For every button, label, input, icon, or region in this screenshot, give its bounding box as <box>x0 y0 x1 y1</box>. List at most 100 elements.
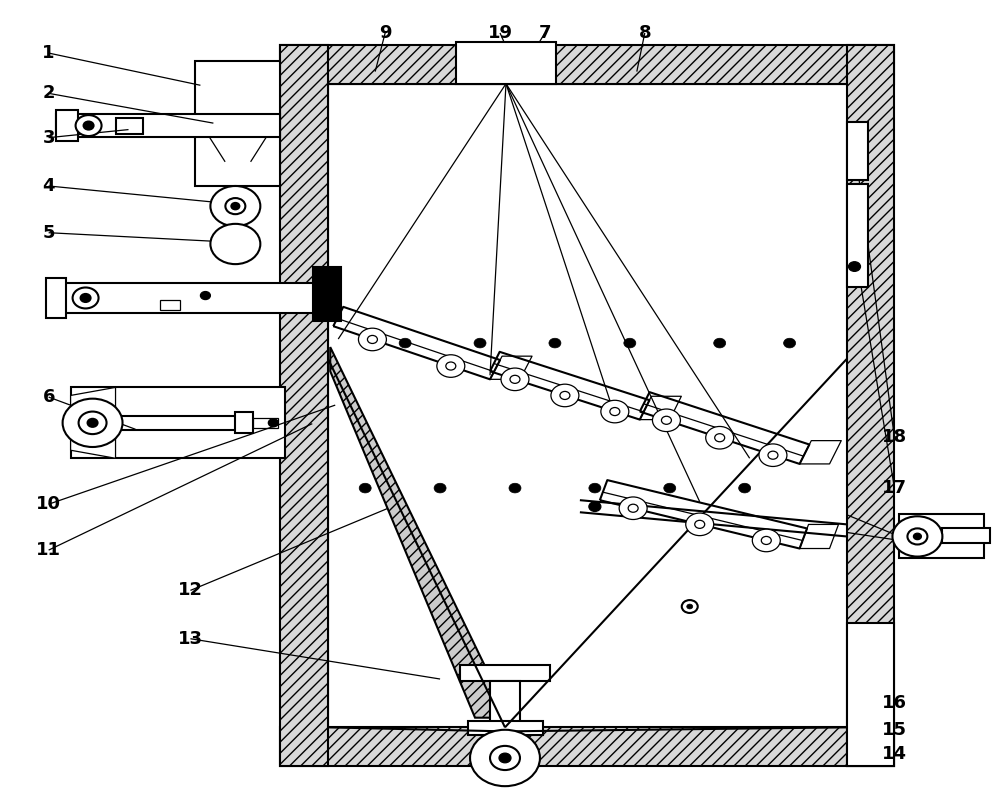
Bar <box>56 111 78 141</box>
Bar <box>71 387 285 458</box>
Bar <box>468 721 543 735</box>
Bar <box>847 623 894 766</box>
Text: 19: 19 <box>488 24 512 42</box>
Bar <box>116 118 143 134</box>
Bar <box>847 122 868 179</box>
Text: 12: 12 <box>178 581 203 600</box>
Bar <box>460 665 550 681</box>
Text: 9: 9 <box>379 24 391 42</box>
Circle shape <box>231 203 239 209</box>
Circle shape <box>359 483 371 493</box>
Polygon shape <box>330 347 510 717</box>
Bar <box>490 681 520 730</box>
Circle shape <box>849 261 860 271</box>
Circle shape <box>437 355 465 378</box>
Circle shape <box>695 521 705 529</box>
Circle shape <box>706 426 734 449</box>
Bar <box>56 282 328 313</box>
Circle shape <box>714 338 726 348</box>
Text: 3: 3 <box>42 128 55 147</box>
Circle shape <box>752 529 780 552</box>
Bar <box>899 514 984 558</box>
Bar <box>328 84 847 727</box>
Circle shape <box>358 328 386 351</box>
Circle shape <box>907 529 927 545</box>
Circle shape <box>601 400 629 423</box>
Circle shape <box>892 516 942 557</box>
Text: 11: 11 <box>36 541 61 559</box>
Text: 14: 14 <box>882 745 907 763</box>
Bar <box>942 529 990 543</box>
Circle shape <box>446 362 456 370</box>
Circle shape <box>551 384 579 407</box>
Circle shape <box>761 537 771 545</box>
Circle shape <box>619 497 647 520</box>
Circle shape <box>63 399 123 447</box>
Circle shape <box>589 502 601 512</box>
Circle shape <box>501 368 529 391</box>
Bar <box>456 42 556 84</box>
Bar <box>56 115 280 137</box>
Circle shape <box>652 409 680 432</box>
Text: 16: 16 <box>882 694 907 713</box>
Circle shape <box>490 746 520 770</box>
Circle shape <box>79 412 107 434</box>
Text: 7: 7 <box>539 24 551 42</box>
Circle shape <box>499 753 511 763</box>
Circle shape <box>739 483 751 493</box>
Circle shape <box>610 408 620 416</box>
Bar <box>280 45 328 766</box>
Circle shape <box>268 419 278 427</box>
Circle shape <box>73 287 99 308</box>
Circle shape <box>784 338 796 348</box>
Circle shape <box>687 604 693 609</box>
Bar <box>280 727 894 766</box>
Circle shape <box>661 416 671 424</box>
Bar <box>847 183 868 286</box>
Circle shape <box>686 513 714 536</box>
Polygon shape <box>71 387 116 458</box>
Bar <box>195 61 280 186</box>
Circle shape <box>624 338 636 348</box>
Circle shape <box>76 115 102 136</box>
Text: 5: 5 <box>42 224 55 242</box>
Circle shape <box>664 483 676 493</box>
Bar <box>235 412 253 433</box>
Bar <box>313 266 341 321</box>
Circle shape <box>84 122 94 130</box>
Circle shape <box>210 224 260 264</box>
Circle shape <box>210 186 260 226</box>
Circle shape <box>768 451 778 459</box>
Circle shape <box>589 483 601 493</box>
Text: 15: 15 <box>882 721 907 738</box>
Circle shape <box>88 419 98 427</box>
Text: 17: 17 <box>882 479 907 497</box>
Text: 13: 13 <box>178 629 203 648</box>
Bar <box>160 300 180 310</box>
Circle shape <box>81 294 91 302</box>
Bar <box>253 418 278 428</box>
Bar <box>121 416 240 430</box>
Circle shape <box>225 198 245 214</box>
Text: 18: 18 <box>882 429 907 446</box>
Circle shape <box>715 433 725 441</box>
Text: 4: 4 <box>42 177 55 195</box>
Circle shape <box>399 338 411 348</box>
Circle shape <box>200 291 210 299</box>
Text: 1: 1 <box>42 44 55 62</box>
Text: 2: 2 <box>42 85 55 102</box>
Circle shape <box>367 336 377 344</box>
Text: 10: 10 <box>36 495 61 513</box>
Circle shape <box>434 483 446 493</box>
Text: 8: 8 <box>638 24 651 42</box>
Circle shape <box>549 338 561 348</box>
Circle shape <box>759 444 787 466</box>
Circle shape <box>509 483 521 493</box>
Bar <box>847 45 894 766</box>
Circle shape <box>510 375 520 383</box>
Circle shape <box>682 600 698 613</box>
Bar <box>46 278 66 318</box>
Circle shape <box>913 533 921 540</box>
Circle shape <box>560 391 570 399</box>
Bar <box>280 45 894 84</box>
